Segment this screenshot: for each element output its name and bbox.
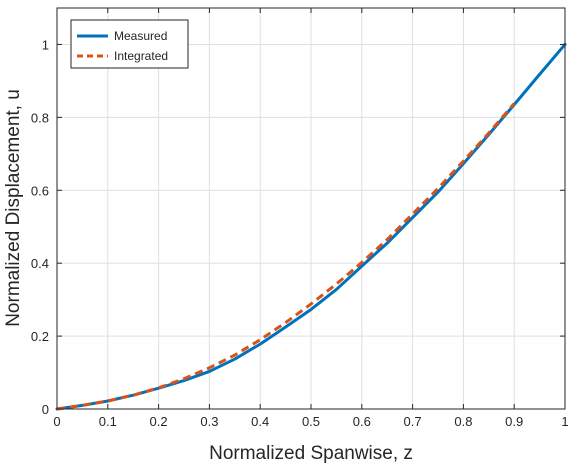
y-tick-label: 0.2 (31, 329, 49, 344)
series-line-integrated (56, 102, 516, 411)
x-axis-label: Normalized Spanwise, z (209, 443, 413, 464)
legend-label-integrated: Integrated (114, 49, 168, 63)
x-tick-label: 0 (53, 414, 60, 429)
y-tick-label: 0.8 (31, 110, 49, 125)
series-layer (55, 42, 567, 411)
x-tick-label: 0.6 (353, 414, 371, 429)
x-tick-label: 0.3 (200, 414, 218, 429)
axis-ticks (56, 8, 566, 410)
x-tick-label: 0.2 (150, 414, 168, 429)
y-axis-label: Normalized Displacement, u (3, 89, 24, 327)
x-tick-label: 0.1 (99, 414, 117, 429)
x-tick-label: 0.7 (404, 414, 422, 429)
tick-labels: 0 0.1 0.2 0.3 0.4 0.5 0.6 0.7 0.8 0.9 1 0 0.2 0.4 0.6 0… (31, 37, 568, 429)
x-tick-label: 1 (561, 414, 568, 429)
x-tick-label: 0.5 (302, 414, 320, 429)
x-tick-label: 0.8 (454, 414, 472, 429)
y-tick-label: 0.4 (31, 256, 49, 271)
x-tick-label: 0.9 (505, 414, 523, 429)
legend: Measured Integrated (70, 19, 189, 69)
legend-box (70, 19, 189, 69)
legend-label-measured: Measured (114, 29, 167, 43)
y-tick-label: 0 (42, 402, 49, 417)
y-tick-label: 1 (42, 37, 49, 52)
x-tick-label: 0.4 (251, 414, 269, 429)
y-tick-label: 0.6 (31, 183, 49, 198)
